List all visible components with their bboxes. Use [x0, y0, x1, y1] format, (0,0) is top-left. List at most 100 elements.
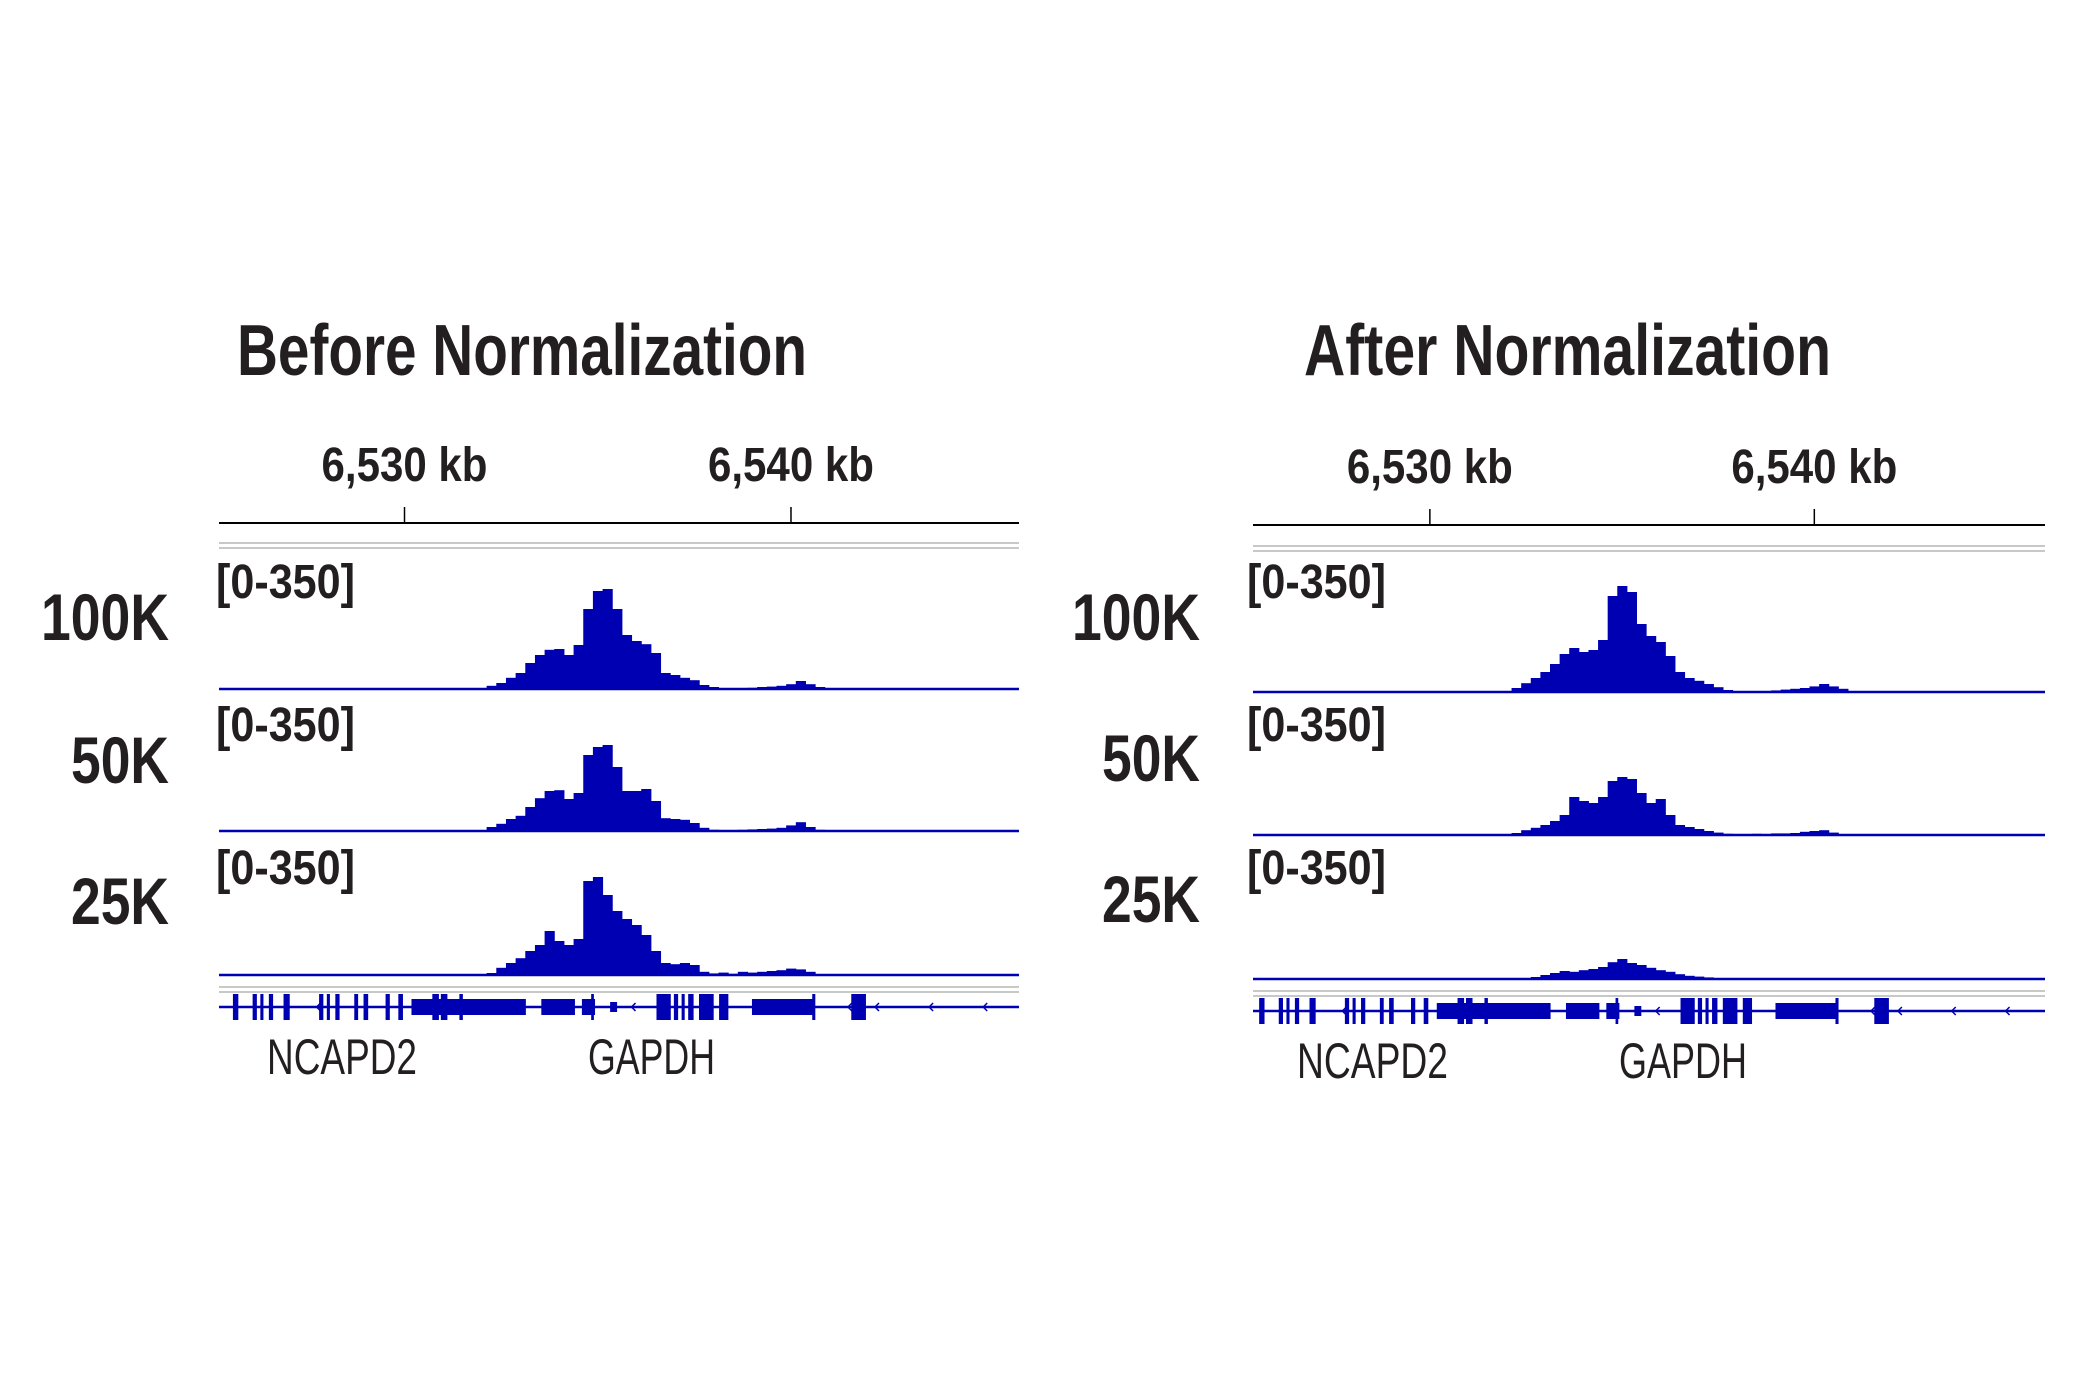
coverage-bar: [1646, 967, 1657, 979]
coverage-bar: [805, 684, 816, 689]
strand-arrow-icon: [630, 1002, 637, 1012]
coverage-bar: [1809, 686, 1820, 692]
exon: [1634, 1006, 1642, 1016]
exon: [1742, 998, 1753, 1024]
coverage-bar: [776, 685, 787, 689]
strand-arrow-icon: [982, 1002, 988, 1012]
exon: [283, 994, 290, 1020]
coverage-bar: [1703, 684, 1714, 692]
coverage-bar: [805, 827, 816, 831]
coverage-bar: [621, 791, 633, 831]
exon: [432, 994, 439, 1020]
ruler-tick-label: 6,540 kb: [708, 439, 874, 492]
coverage-bar: [1828, 686, 1839, 692]
exon: [1874, 998, 1889, 1024]
coverage-bar: [1799, 688, 1811, 692]
coverage-bar: [583, 755, 594, 831]
gene-label: GAPDH: [1619, 1033, 1747, 1089]
coverage-bar: [515, 958, 526, 975]
strand-arrow-icon: [873, 1002, 880, 1012]
strand-arrow-icon: [1896, 1006, 1903, 1016]
coverage-bar: [689, 965, 700, 975]
ruler-tick-label: 6,530 kb: [1347, 441, 1513, 494]
track-data-range: [0-350]: [216, 556, 355, 609]
coverage-bar: [1540, 672, 1551, 692]
coverage-bar: [766, 971, 777, 975]
coverage-bar: [1674, 825, 1686, 835]
coverage-bar: [679, 963, 691, 975]
coverage-bar: [602, 895, 613, 975]
coverage-bar: [1636, 965, 1647, 979]
coverage-bar: [621, 635, 633, 689]
coverage-bar: [573, 939, 584, 975]
coverage-track-50k: [0-350] 50K: [71, 699, 1019, 833]
sample-label: 25K: [71, 864, 169, 938]
coverage-bar: [1569, 648, 1580, 692]
coverage-bar: [1626, 779, 1638, 835]
coverage-bar: [515, 815, 526, 831]
coverage-bar: [1521, 683, 1532, 692]
coverage-bar: [1588, 803, 1599, 835]
exon: [1423, 998, 1429, 1024]
exon: [1352, 998, 1356, 1024]
exon: [1615, 998, 1619, 1024]
exon: [335, 994, 340, 1020]
coverage-bar: [505, 963, 517, 975]
coverage-bar: [699, 971, 710, 975]
coverage-bar: [525, 807, 536, 831]
coverage-bar: [776, 827, 787, 831]
coverage-bar: [737, 971, 749, 975]
sample-label: 100K: [1072, 580, 1200, 654]
coverage-bar: [641, 789, 652, 831]
coverage-bar: [1607, 962, 1618, 979]
exon: [851, 994, 866, 1020]
sample-label: 50K: [71, 723, 169, 797]
track-data-range: [0-350]: [1247, 699, 1386, 752]
exon: [1294, 998, 1300, 1024]
coverage-bar: [1790, 688, 1801, 692]
exon: [1835, 998, 1839, 1024]
coverage-bar: [1598, 797, 1609, 835]
coverage-bar: [660, 673, 671, 689]
exon: [326, 994, 330, 1020]
exon: [656, 994, 671, 1020]
coverage-bar: [1607, 596, 1618, 692]
exon: [1680, 998, 1695, 1024]
coverage-bar: [1578, 652, 1589, 692]
coverage-bar: [496, 683, 507, 689]
coverage-bar: [631, 641, 642, 689]
panel-title: After Normalization: [1304, 311, 1831, 391]
coverage-bar: [1694, 680, 1705, 692]
coverage-bar: [563, 799, 575, 831]
gene-annotation-track: NCAPD2 GAPDH: [219, 994, 1019, 1085]
coverage-bar: [505, 819, 517, 831]
coverage-bar: [1626, 963, 1638, 979]
coverage-bar: [660, 963, 671, 975]
coverage-bar: [544, 931, 555, 975]
coverage-bar: [505, 677, 517, 689]
exon: [1722, 998, 1738, 1024]
ruler-tick-label: 6,530 kb: [322, 439, 488, 492]
track-data-range: [0-350]: [216, 699, 355, 752]
coverage-bar: [1819, 684, 1830, 692]
coverage-bar: [592, 591, 604, 689]
coverage-bar: [795, 681, 806, 689]
coverage-bar: [1588, 969, 1599, 979]
exon: [459, 994, 463, 1020]
coverage-bar: [1559, 654, 1570, 692]
coverage-bar: [1530, 678, 1541, 692]
coverage-bar: [612, 911, 623, 975]
coverage-bar: [1674, 672, 1686, 692]
coverage-bar: [1588, 650, 1599, 692]
coverage-bar: [631, 925, 642, 975]
coverage-bar: [621, 919, 633, 975]
coverage-bar: [1674, 974, 1686, 979]
coverage-track-25k: [0-350] 25K: [1102, 842, 2045, 981]
coverage-bar: [776, 970, 787, 975]
exon: [1411, 998, 1416, 1024]
coverage-bar: [592, 747, 604, 831]
coverage-bar: [1540, 975, 1551, 979]
exon: [1379, 998, 1384, 1024]
coverage-bar: [1559, 815, 1570, 835]
exon: [1457, 998, 1465, 1024]
